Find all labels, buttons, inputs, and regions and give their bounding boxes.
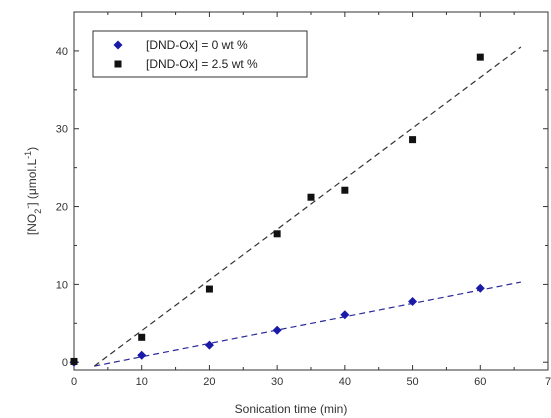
data-point-series-2 <box>476 53 484 61</box>
y-axis-title-part2: ] (μmol.L <box>25 159 39 206</box>
data-point-series-1 <box>137 350 147 360</box>
legend-marker-series-1 <box>113 40 123 50</box>
fit-line-series-1 <box>94 281 522 367</box>
data-point-series-2 <box>273 230 281 238</box>
x-tick-label: 0 <box>71 376 77 388</box>
y-axis-title-part1: [NO <box>25 214 39 235</box>
data-point-series-2 <box>409 136 417 144</box>
y-tick-label: 0 <box>62 357 68 369</box>
data-point-series-1 <box>272 325 282 335</box>
x-tick-label: 60 <box>474 376 486 388</box>
x-tick-label: 40 <box>339 376 351 388</box>
data-point-series-1 <box>340 310 350 320</box>
y-tick-label: 20 <box>56 202 68 214</box>
x-tick-label: 7 <box>545 376 551 388</box>
x-tick-label: 30 <box>271 376 283 388</box>
legend-label-series-1: [DND-Ox] = 0 wt % <box>146 38 248 52</box>
legend: [DND-Ox] = 0 wt % [DND-Ox] = 2.5 wt % <box>92 30 308 78</box>
x-axis-title: Sonication time (min) <box>235 402 348 416</box>
y-axis-title-sub: 2 <box>33 209 43 214</box>
data-point-series-1 <box>204 340 214 350</box>
legend-marker-series-2 <box>114 60 122 68</box>
fit-line-series-2 <box>93 46 522 367</box>
y-axis-title-end: ) <box>25 147 39 151</box>
legend-box <box>92 30 308 78</box>
y-axis-title: [NO2-] (μmol.L-1) <box>23 147 43 235</box>
y-axis-title-sup2: -1 <box>23 151 33 159</box>
data-point-series-2 <box>138 333 146 341</box>
data-point-series-1 <box>475 283 485 293</box>
legend-label-series-2: [DND-Ox] = 2.5 wt % <box>146 57 258 71</box>
axis-labels: Sonication time (min) [NO2-] (μmol.L-1) <box>23 147 347 416</box>
data-point-series-2 <box>70 357 78 365</box>
x-tick-label: 50 <box>406 376 418 388</box>
y-tick-label: 10 <box>56 279 68 291</box>
data-points <box>69 53 485 367</box>
x-tick-label: 10 <box>136 376 148 388</box>
data-point-series-2 <box>307 193 315 201</box>
x-tick-label: 20 <box>203 376 215 388</box>
y-tick-label: 40 <box>56 46 68 58</box>
data-point-series-2 <box>205 285 213 293</box>
fit-lines <box>93 46 522 367</box>
data-point-series-1 <box>408 297 418 307</box>
y-axis-title-sup: - <box>23 206 33 209</box>
y-tick-label: 30 <box>56 124 68 136</box>
data-point-series-2 <box>341 186 349 194</box>
